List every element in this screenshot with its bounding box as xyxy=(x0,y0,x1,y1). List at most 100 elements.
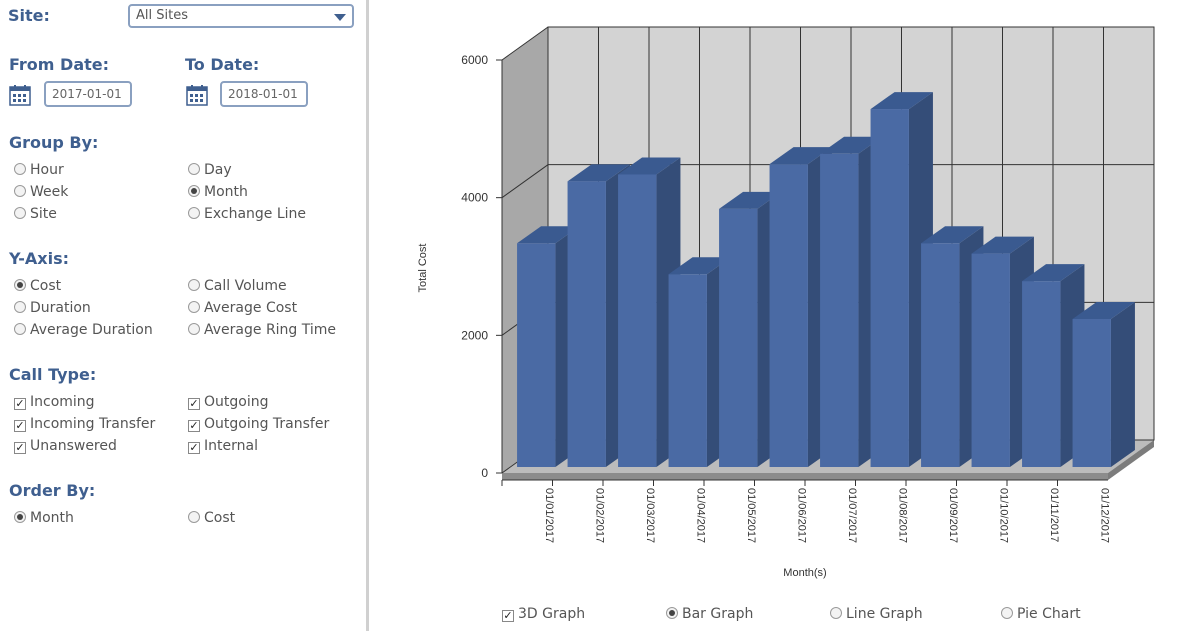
bar-front xyxy=(1072,319,1111,467)
x-axis-labels: 01/01/2017 01/02/2017 01/03/2017 01/04/2017… xyxy=(501,480,1111,543)
radio-icon[interactable] xyxy=(14,279,26,291)
y-axis-average-cost-label: Average Cost xyxy=(204,300,298,316)
bar-top xyxy=(517,226,580,244)
radio-icon[interactable] xyxy=(14,301,26,313)
bar-front xyxy=(719,208,758,467)
site-select[interactable]: All Sites xyxy=(128,4,354,28)
group-by-exchange-line-radio[interactable]: Exchange Line xyxy=(188,205,306,223)
x-tick-label: 01/06/2017 xyxy=(796,488,808,543)
bar-front xyxy=(1022,281,1061,467)
y-axis-average-ring-time-radio[interactable]: Average Ring Time xyxy=(188,321,336,339)
radio-icon[interactable] xyxy=(14,185,26,197)
radio-icon[interactable] xyxy=(14,323,26,335)
bar-top xyxy=(971,236,1034,254)
bar-top xyxy=(719,191,782,209)
x-tick-label: 01/08/2017 xyxy=(897,488,909,543)
call-type-label: Call Type: xyxy=(9,365,97,384)
radio-icon[interactable] xyxy=(1001,607,1013,619)
radio-icon[interactable] xyxy=(830,607,842,619)
x-tick-label: 01/12/2017 xyxy=(1099,488,1111,543)
y-axis-average-duration-label: Average Duration xyxy=(30,322,153,338)
group-by-hour-label: Hour xyxy=(30,162,64,178)
call-type-outgoing-transfer-checkbox[interactable]: ✓ Outgoing Transfer xyxy=(188,415,329,433)
call-type-internal-checkbox[interactable]: ✓ Internal xyxy=(188,437,258,455)
checkbox-icon[interactable]: ✓ xyxy=(14,441,26,454)
y-tick-label: 0 xyxy=(481,466,488,480)
bar-graph-radio[interactable]: Bar Graph xyxy=(666,606,753,622)
radio-icon[interactable] xyxy=(188,279,200,291)
checkbox-icon[interactable]: ✓ xyxy=(502,609,514,622)
group-by-hour-radio[interactable]: Hour xyxy=(14,161,64,179)
checkbox-icon[interactable]: ✓ xyxy=(188,397,200,410)
radio-icon[interactable] xyxy=(14,511,26,523)
y-axis-duration-radio[interactable]: Duration xyxy=(14,299,91,317)
call-type-internal-label: Internal xyxy=(204,438,258,454)
y-axis-call-volume-radio[interactable]: Call Volume xyxy=(188,277,287,295)
group-by-week-radio[interactable]: Week xyxy=(14,183,68,201)
bar-front xyxy=(820,153,859,467)
checkbox-icon[interactable]: ✓ xyxy=(188,419,200,432)
radio-icon[interactable] xyxy=(188,163,200,175)
radio-icon[interactable] xyxy=(14,163,26,175)
radio-icon[interactable] xyxy=(188,207,200,219)
x-tick-label: 01/01/2017 xyxy=(543,488,555,543)
3d-graph-checkbox[interactable]: ✓ 3D Graph xyxy=(502,606,585,622)
from-date-input[interactable]: 2017-01-01 xyxy=(44,81,132,107)
call-type-incoming-checkbox[interactable]: ✓ Incoming xyxy=(14,393,95,411)
pie-chart-label: Pie Chart xyxy=(1017,606,1081,622)
group-by-month-radio[interactable]: Month xyxy=(188,183,248,201)
call-type-incoming-label: Incoming xyxy=(30,394,95,410)
chevron-down-icon[interactable] xyxy=(334,14,346,21)
from-date-label: From Date: xyxy=(9,55,110,74)
group-by-month-label: Month xyxy=(204,184,248,200)
y-axis-average-duration-radio[interactable]: Average Duration xyxy=(14,321,153,339)
cost-bar-chart: 0 2000 4000 6000 01/01/2017 01/02/2017 01/03/… xyxy=(417,26,1155,579)
line-graph-radio[interactable]: Line Graph xyxy=(830,606,923,622)
bar-front xyxy=(769,164,808,467)
y-axis-average-cost-radio[interactable]: Average Cost xyxy=(188,299,297,317)
x-tick-label: 01/02/2017 xyxy=(594,488,606,543)
line-graph-label: Line Graph xyxy=(846,606,923,622)
y-axis-cost-radio[interactable]: Cost xyxy=(14,277,61,295)
pie-chart-radio[interactable]: Pie Chart xyxy=(1001,606,1081,622)
bar-front xyxy=(870,109,909,468)
3d-graph-label: 3D Graph xyxy=(518,606,586,622)
bar-top xyxy=(618,157,681,175)
radio-icon[interactable] xyxy=(666,607,678,619)
group-by-exchange-line-label: Exchange Line xyxy=(204,206,307,222)
group-by-week-label: Week xyxy=(30,184,69,200)
calendar-icon[interactable] xyxy=(9,84,31,106)
y-tick-label: 2000 xyxy=(461,328,488,342)
calendar-icon[interactable] xyxy=(186,84,208,106)
order-by-month-radio[interactable]: Month xyxy=(14,509,74,527)
bar-top xyxy=(820,136,883,154)
to-date-input[interactable]: 2018-01-01 xyxy=(220,81,308,107)
site-select-value: All Sites xyxy=(136,8,188,23)
bar-front xyxy=(618,174,657,468)
checkbox-icon[interactable]: ✓ xyxy=(14,419,26,432)
call-type-incoming-transfer-checkbox[interactable]: ✓ Incoming Transfer xyxy=(14,415,155,433)
checkbox-icon[interactable]: ✓ xyxy=(14,397,26,410)
bar-top xyxy=(769,147,832,165)
panel-divider xyxy=(366,0,369,631)
radio-icon[interactable] xyxy=(14,207,26,219)
group-by-site-radio[interactable]: Site xyxy=(14,205,57,223)
call-type-unanswered-checkbox[interactable]: ✓ Unanswered xyxy=(14,437,117,455)
bar-top xyxy=(870,92,933,110)
x-tick-label: 01/09/2017 xyxy=(947,488,959,543)
radio-icon[interactable] xyxy=(188,511,200,523)
bar-front xyxy=(567,181,606,467)
y-axis-call-volume-label: Call Volume xyxy=(204,278,287,294)
order-by-cost-radio[interactable]: Cost xyxy=(188,509,235,527)
group-by-day-radio[interactable]: Day xyxy=(188,161,232,179)
chart-floor-edge xyxy=(502,473,1108,480)
checkbox-icon[interactable]: ✓ xyxy=(188,441,200,454)
y-axis-label: Y-Axis: xyxy=(9,249,69,268)
order-by-cost-label: Cost xyxy=(204,510,236,526)
radio-icon[interactable] xyxy=(188,301,200,313)
y-axis-average-ring-time-label: Average Ring Time xyxy=(204,322,337,338)
radio-icon[interactable] xyxy=(188,185,200,197)
radio-icon[interactable] xyxy=(188,323,200,335)
call-type-outgoing-transfer-label: Outgoing Transfer xyxy=(204,416,330,432)
call-type-outgoing-checkbox[interactable]: ✓ Outgoing xyxy=(188,393,268,411)
